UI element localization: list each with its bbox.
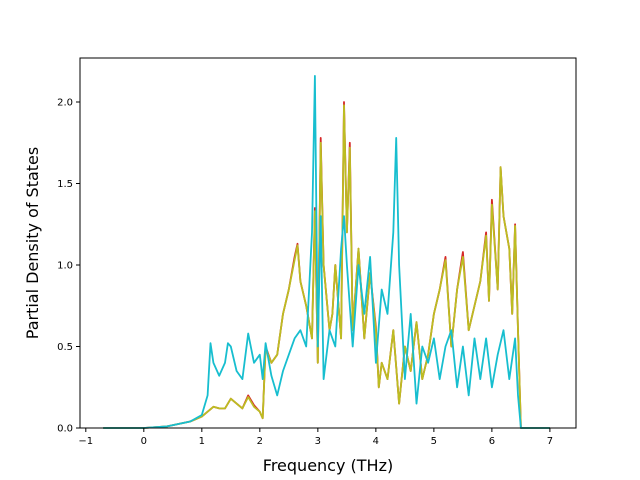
- pdos-series-1: [103, 104, 550, 429]
- x-tick-label: 6: [489, 436, 495, 447]
- x-tick-label: 0: [141, 436, 147, 447]
- x-tick-label: 4: [373, 436, 379, 447]
- pdos-series-2: [103, 75, 550, 429]
- y-tick-label: 1.0: [57, 261, 73, 272]
- x-axis-title: Frequency (THz): [263, 456, 393, 475]
- x-tick-label: −1: [78, 436, 93, 447]
- y-axis-ticks: 0.0 0.5 1.0 1.5 2.0: [57, 98, 80, 435]
- x-tick-label: 5: [431, 436, 437, 447]
- x-tick-label: 1: [199, 436, 205, 447]
- x-axis-ticks: −1 0 1 2 3 4 5 6 7: [78, 428, 553, 447]
- y-tick-label: 0.0: [57, 424, 73, 435]
- y-axis-title: Partial Density of States: [23, 147, 42, 339]
- plot-frame: [79, 57, 577, 429]
- x-tick-label: 7: [547, 436, 553, 447]
- y-tick-label: 0.5: [57, 342, 73, 353]
- y-tick-label: 1.5: [57, 179, 73, 190]
- y-tick-label: 2.0: [57, 98, 73, 109]
- plot-lines: [103, 75, 550, 429]
- x-tick-label: 3: [315, 436, 321, 447]
- x-tick-label: 2: [257, 436, 263, 447]
